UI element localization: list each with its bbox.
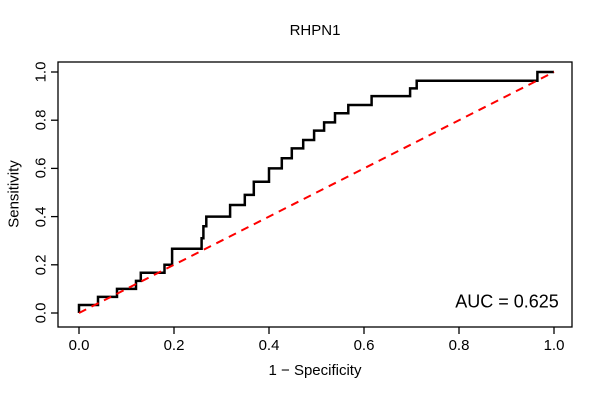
y-tick-label-0.2: 0.2 <box>32 254 50 276</box>
y-tick-label-0.6: 0.6 <box>32 157 50 179</box>
x-tick-label-0.2: 0.2 <box>163 337 185 354</box>
chart-title: RHPN1 <box>289 22 341 39</box>
reference-diagonal-line <box>78 71 555 314</box>
x-tick-label-1.0: 1.0 <box>543 337 565 354</box>
y-axis-title: Sensitivity <box>5 160 23 228</box>
y-tick-label-0.8: 0.8 <box>32 109 50 131</box>
roc-curve-path <box>77 70 554 313</box>
x-tick-label-0.4: 0.4 <box>258 337 280 354</box>
x-tick-label-0.8: 0.8 <box>448 337 470 354</box>
x-tick-label-0.0: 0.0 <box>68 337 90 354</box>
x-axis-title: 1 − Specificity <box>268 362 362 379</box>
y-tick-label-0.4: 0.4 <box>32 206 50 228</box>
auc-annotation: AUC = 0.625 <box>455 291 559 312</box>
y-tick-label-0.0: 0.0 <box>32 302 50 324</box>
x-tick-label-0.6: 0.6 <box>353 337 375 354</box>
plot-box <box>57 61 573 328</box>
y-tick-label-1.0: 1.0 <box>32 61 50 83</box>
